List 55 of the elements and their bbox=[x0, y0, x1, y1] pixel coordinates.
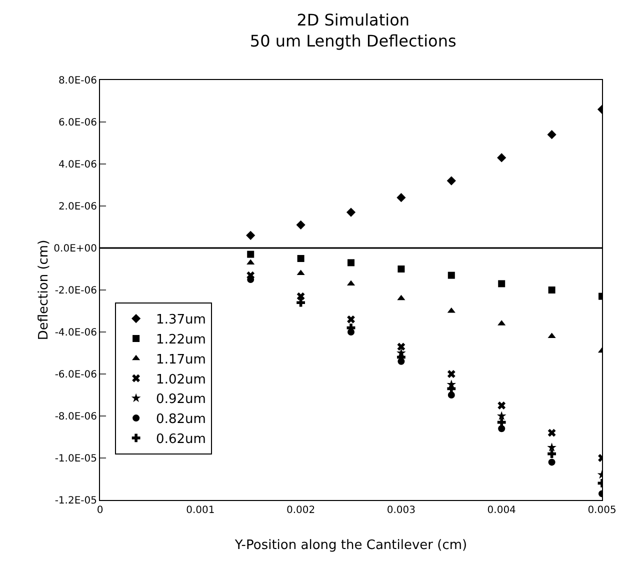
y-tick-label: -2.0E-06 bbox=[54, 286, 97, 296]
x-tick-label: 0.002 bbox=[286, 505, 316, 516]
y-tick-label: -6.0E-06 bbox=[54, 370, 97, 380]
legend-label: 1.02um bbox=[156, 372, 206, 388]
x-axis-title: Y-Position along the Cantilever (cm) bbox=[234, 538, 468, 553]
y-tick-label: -4.0E-06 bbox=[54, 328, 97, 338]
point bbox=[398, 266, 405, 272]
point bbox=[397, 294, 406, 300]
point bbox=[296, 292, 305, 300]
y-tick-label: 4.0E-06 bbox=[58, 160, 97, 170]
legend-label: 0.82um bbox=[156, 412, 206, 428]
y-tick-label: 2.0E-06 bbox=[58, 202, 97, 212]
y-axis-title: Deflection (cm) bbox=[36, 240, 52, 340]
legend-label: 1.17um bbox=[156, 352, 206, 368]
point bbox=[548, 458, 556, 466]
x-tick-label: 0.003 bbox=[386, 505, 416, 516]
point bbox=[498, 280, 506, 288]
y-tick-label: 8.0E-06 bbox=[58, 76, 97, 86]
x-tick-label: 0.001 bbox=[186, 505, 215, 516]
point bbox=[548, 286, 556, 294]
point bbox=[498, 402, 506, 410]
point bbox=[547, 130, 556, 140]
point bbox=[296, 220, 306, 230]
x-tick-label: 0.005 bbox=[588, 505, 616, 516]
point bbox=[346, 208, 356, 217]
point bbox=[348, 259, 354, 266]
y-tick-label: 6.0E-06 bbox=[58, 118, 97, 128]
point bbox=[548, 450, 556, 458]
point bbox=[447, 370, 456, 378]
chart-title: 2D Simulation 50 um Length Deflections bbox=[250, 10, 456, 50]
x-tick-label: 0 bbox=[96, 505, 104, 516]
y-tick-label: -8.0E-06 bbox=[54, 412, 97, 422]
point bbox=[548, 428, 556, 437]
y-tick-label: -1.2E-05 bbox=[54, 496, 97, 506]
point bbox=[246, 230, 256, 240]
point bbox=[448, 272, 455, 279]
y-tick-label: 0.0E+00 bbox=[54, 244, 97, 254]
point bbox=[247, 276, 254, 283]
legend-label: 0.62um bbox=[156, 432, 206, 448]
x-tick-label: 0.004 bbox=[487, 505, 516, 516]
legend-label: 1.37um bbox=[156, 312, 206, 328]
legend-label: 0.92um bbox=[156, 392, 206, 408]
point bbox=[497, 153, 506, 162]
point bbox=[397, 342, 406, 351]
point bbox=[396, 193, 406, 202]
point bbox=[247, 250, 254, 258]
point bbox=[296, 298, 305, 307]
legend-label: 1.22um bbox=[156, 332, 206, 348]
point bbox=[446, 176, 456, 186]
point bbox=[497, 418, 506, 426]
y-tick-label: -1.0E-05 bbox=[54, 454, 97, 464]
point bbox=[547, 442, 556, 452]
point bbox=[347, 315, 355, 324]
point bbox=[297, 255, 304, 262]
point bbox=[496, 411, 506, 420]
